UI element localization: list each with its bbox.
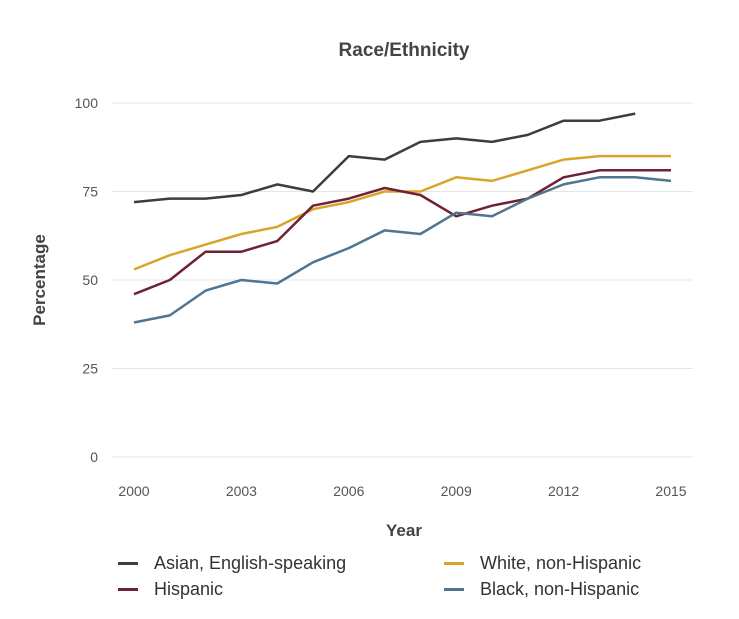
x-axis-label: Year [386,521,422,540]
series-line-2 [133,169,671,296]
y-axis-label: Percentage [30,234,49,326]
x-tick-label: 2012 [548,483,579,499]
x-tick-label: 2000 [118,483,149,499]
y-tick-label: 100 [75,95,99,111]
x-tick-label: 2003 [226,483,257,499]
y-tick-label: 0 [90,449,98,465]
y-tick-label: 50 [82,272,98,288]
x-axis-ticks: 2000 2003 2006 2009 2012 2015 [118,483,686,499]
series-line-3 [133,176,672,324]
series-line-0 [133,112,636,204]
series-lines [133,112,672,324]
y-axis-ticks: 0 25 50 75 100 [75,95,99,465]
gridlines [112,102,693,458]
y-tick-label: 25 [82,361,98,377]
chart-title: Race/Ethnicity [339,40,470,61]
x-tick-label: 2009 [441,483,472,499]
y-tick-label: 75 [82,184,98,200]
x-tick-label: 2006 [333,483,364,499]
x-tick-label: 2015 [655,483,686,499]
